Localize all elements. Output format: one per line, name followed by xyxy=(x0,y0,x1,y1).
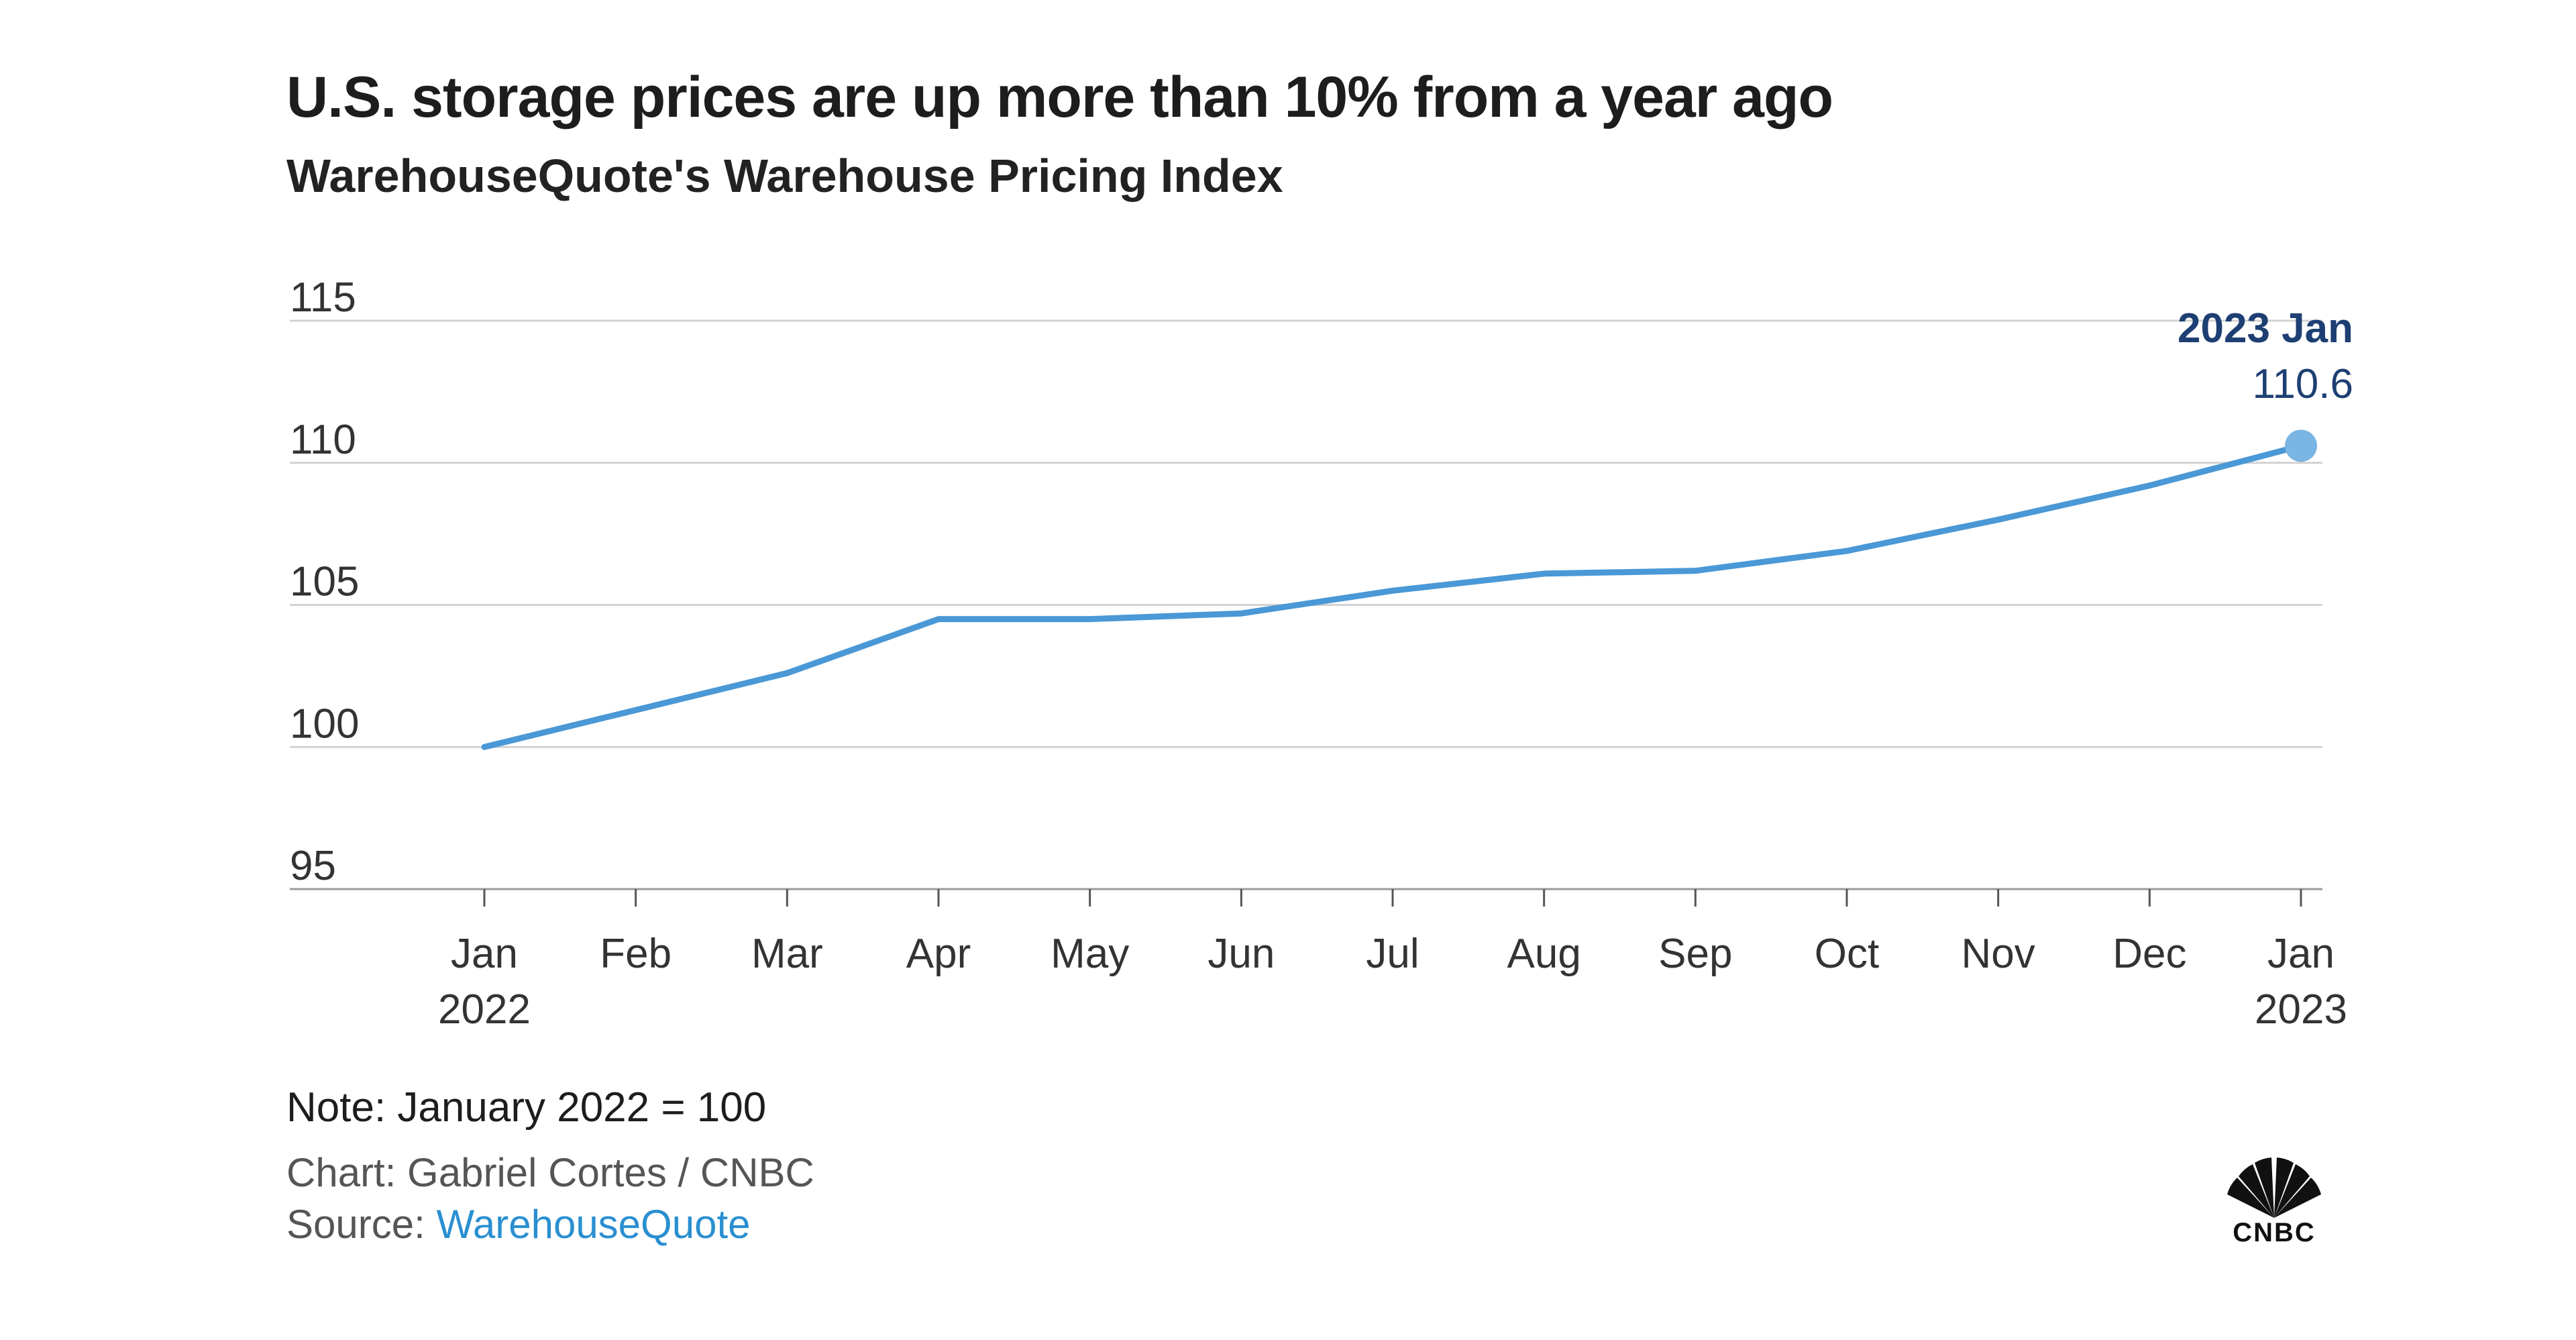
series-lines xyxy=(481,429,2317,750)
x-tick-label-11: Dec xyxy=(2112,931,2186,977)
series-line-0 xyxy=(481,442,2304,750)
x-tick-label-9: Oct xyxy=(1815,931,1879,977)
x-tick-label-6: Jul xyxy=(1366,931,1419,977)
y-tick-label-100: 100 xyxy=(290,701,359,747)
y-axis-ticks: 95 100 105 110 115 xyxy=(290,274,359,889)
x-axis: Jan 2022 Feb Mar Apr May Jun Jul Aug Sep Oct Nov Dec… xyxy=(438,889,2347,1033)
source-label: Source: xyxy=(286,1202,437,1247)
source-link[interactable]: WarehouseQuote xyxy=(436,1202,751,1247)
chart-credit: Chart: Gabriel Cortes / CNBC xyxy=(286,1150,814,1195)
chart-source: Source: WarehouseQuote xyxy=(286,1201,751,1247)
end-point-marker xyxy=(2285,429,2317,462)
y-tick-label-110: 110 xyxy=(290,417,356,463)
x-tick-label-0: Jan 2022 xyxy=(438,931,531,1033)
y-tick-label-105: 105 xyxy=(290,559,359,605)
y-tick-label-115: 115 xyxy=(290,274,356,321)
logo-text: CNBC xyxy=(2233,1218,2316,1247)
line-chart: 95 100 105 110 115 Jan 2022 Feb Mar Apr May Jun Jul… xyxy=(290,274,2353,1033)
x-tick-label-12: Jan 2023 xyxy=(2255,931,2347,1033)
x-tick-label-5: Jun xyxy=(1208,931,1275,977)
chart-note: Note: January 2022 = 100 xyxy=(286,1084,767,1131)
x-tick-label-2: Mar xyxy=(751,931,823,977)
x-tick-label-7: Aug xyxy=(1507,931,1581,977)
x-tick-label-8: Sep xyxy=(1658,931,1732,977)
end-annotation: 2023 Jan 110.6 xyxy=(2178,305,2353,407)
chart-title: U.S. storage prices are up more than 10%… xyxy=(286,65,1833,130)
x-tick-label-10: Nov xyxy=(1962,931,2035,977)
x-tick-label-1: Feb xyxy=(600,931,672,977)
x-tick-label-3: Apr xyxy=(906,931,971,977)
x-tick-label-4: May xyxy=(1051,931,1129,977)
chart-subtitle: WarehouseQuote's Warehouse Pricing Index xyxy=(286,150,1283,202)
y-tick-label-95: 95 xyxy=(290,843,336,889)
annotation-value: 110.6 xyxy=(2252,361,2353,407)
annotation-label: 2023 Jan xyxy=(2178,305,2353,352)
peacock-icon xyxy=(2227,1157,2321,1218)
